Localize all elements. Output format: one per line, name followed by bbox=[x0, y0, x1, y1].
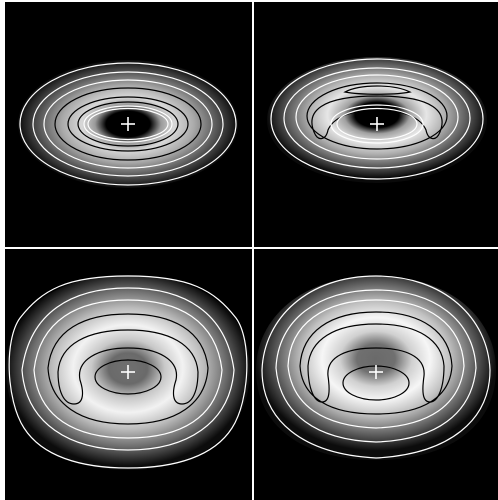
contour-line bbox=[270, 58, 484, 180]
contour-line bbox=[299, 311, 453, 415]
center-marker bbox=[121, 365, 135, 379]
center-marker bbox=[121, 117, 135, 131]
contour-line bbox=[77, 101, 179, 147]
panel-top-left bbox=[5, 2, 252, 247]
contour-line bbox=[67, 96, 189, 152]
contour-line bbox=[261, 275, 491, 459]
contour-line bbox=[295, 74, 459, 160]
panel-bottom-left bbox=[5, 249, 252, 500]
contour-line bbox=[54, 87, 202, 161]
contour-line bbox=[32, 71, 224, 177]
contour-lines bbox=[8, 275, 248, 469]
contour-line bbox=[19, 62, 237, 186]
center-marker bbox=[369, 365, 383, 379]
contour-line bbox=[287, 299, 465, 429]
panel-top-right bbox=[254, 2, 498, 247]
contour-line bbox=[47, 313, 209, 425]
center-marker bbox=[370, 117, 384, 131]
contour-line bbox=[33, 299, 223, 439]
contour-line bbox=[8, 275, 248, 469]
contour-line bbox=[330, 104, 424, 144]
panel-bottom-right bbox=[254, 249, 498, 500]
contour-line bbox=[43, 79, 213, 169]
contour-line bbox=[57, 329, 199, 405]
contour-line bbox=[83, 105, 173, 143]
contour-lines bbox=[19, 62, 237, 186]
contour-lines bbox=[261, 275, 491, 459]
contour-lines bbox=[270, 58, 484, 180]
contour-line bbox=[343, 85, 412, 95]
contour-line bbox=[306, 82, 448, 150]
contour-line bbox=[21, 287, 235, 451]
contour-line bbox=[307, 323, 445, 403]
contour-line bbox=[311, 95, 443, 140]
contour-line bbox=[94, 359, 162, 395]
contour-line bbox=[87, 107, 169, 141]
contour-line bbox=[275, 289, 477, 443]
contour-line bbox=[283, 67, 471, 169]
contour-line bbox=[336, 107, 418, 141]
